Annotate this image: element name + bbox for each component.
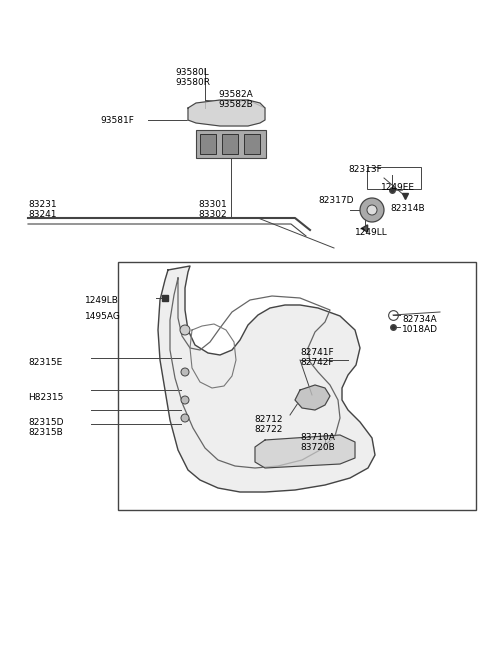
Text: 1495AG: 1495AG [85,312,121,321]
Circle shape [367,205,377,215]
Circle shape [181,368,189,376]
Polygon shape [255,435,355,468]
Text: 93581F: 93581F [100,116,134,125]
Text: 82741F
82742F: 82741F 82742F [300,348,334,367]
Text: 82313F: 82313F [348,165,382,174]
Text: H82315: H82315 [28,393,63,402]
Bar [244,134,260,154]
Circle shape [180,325,190,335]
Text: 83301
83302: 83301 83302 [198,200,227,219]
Bar [200,134,216,154]
Bar [196,130,266,158]
Bar [222,134,238,154]
Text: 1249LB: 1249LB [85,296,119,305]
Text: 82317D: 82317D [318,196,353,205]
Text: 83710A
83720B: 83710A 83720B [300,433,335,453]
Text: 82315D
82315B: 82315D 82315B [28,418,63,438]
Text: 1249LL: 1249LL [355,228,388,237]
Circle shape [360,198,384,222]
Circle shape [181,396,189,404]
Text: 82734A
1018AD: 82734A 1018AD [402,315,438,335]
Text: 82712
82722: 82712 82722 [254,415,283,434]
Circle shape [181,326,189,334]
Polygon shape [188,100,265,126]
Polygon shape [158,266,375,492]
Text: 82314B: 82314B [390,204,425,213]
Text: 93580L
93580R: 93580L 93580R [175,68,210,87]
Text: 83231
83241: 83231 83241 [28,200,57,219]
Text: 93582A
93582B: 93582A 93582B [218,90,253,109]
Circle shape [181,414,189,422]
Text: 82315E: 82315E [28,358,62,367]
Polygon shape [295,385,330,410]
Bar [118,262,476,510]
Text: 1249EE: 1249EE [381,183,415,192]
